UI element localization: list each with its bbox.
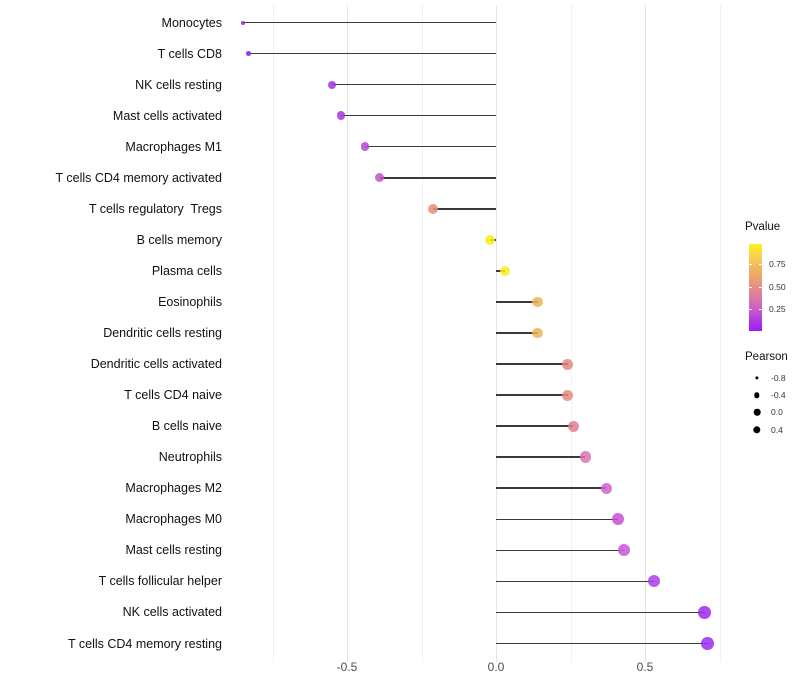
lollipop-stem [496,301,538,303]
y-axis-label: T cells CD4 memory resting [68,636,222,651]
pearson-legend-label: 0.4 [771,424,783,435]
pvalue-tick-mark [749,264,752,266]
lollipop-stem [496,456,586,458]
y-axis-label: Dendritic cells resting [103,326,222,340]
y-axis-label: T cells follicular helper [98,574,222,589]
pvalue-tick-mark [759,286,762,288]
y-axis-label: T cells regulatory Tregs [88,201,222,216]
y-axis-labels: Monocytes T cells CD8 NK cells resting Mast… [0,0,223,700]
lollipop-stem [496,363,568,365]
data-point-dot [328,80,337,89]
lollipop-stem [379,176,496,179]
lollipop-stem [496,394,568,396]
pvalue-tick-mark [759,308,762,310]
lollipop-stem [496,425,574,427]
data-point-dot [612,513,625,526]
lollipop-stem [248,52,496,55]
pearson-size-legend: Pearson -0.8 -0.4 0.0 0.4 [745,351,800,451]
y-axis-label: B cells naive [151,419,222,434]
data-point-dot [485,234,496,245]
lollipop-stem [496,580,654,583]
data-point-dot [336,111,346,120]
data-point-dot [701,637,714,650]
y-axis-label: NK cells activated [122,605,222,620]
data-point-dot [600,482,612,494]
pearson-legend-title: Pearson [745,351,788,363]
pearson-legend-dot [755,376,759,380]
data-point-dot [647,575,660,588]
pearson-legend-dot [754,392,760,398]
pvalue-tick-label: 0.75 [769,259,786,270]
data-point-dot [562,389,574,401]
minor-gridline [719,5,721,662]
y-axis-label: B cells memory [136,232,222,247]
data-point-dot [618,544,631,557]
minor-gridline [421,5,423,662]
lollipop-stem [496,642,708,645]
pvalue-tick-label: 0.25 [769,303,786,314]
major-gridline [645,5,646,662]
pvalue-tick-label: 0.50 [769,281,786,292]
data-point-dot [532,296,543,308]
data-point-dot [360,142,370,151]
lollipop-stem [433,208,496,210]
data-point-dot [499,265,510,276]
y-axis-label: Macrophages M0 [125,512,222,527]
y-axis-label: Dendritic cells activated [90,357,222,372]
lollipop-stem [496,518,619,521]
major-gridline [347,5,348,662]
minor-gridline [570,5,572,662]
y-axis-label: Monocytes [161,15,222,30]
data-point-dot [562,358,574,370]
minor-gridline [272,5,274,662]
pearson-legend-dot [753,409,761,416]
pvalue-colorbar [749,244,762,331]
lollipop-stem [496,487,607,490]
y-axis-label: T cells CD4 naive [124,388,222,403]
data-point-dot [375,173,385,183]
y-axis-label: NK cells resting [135,77,222,92]
lollipop-stem [364,145,496,148]
y-axis-label: T cells CD4 memory activated [55,170,223,185]
pearson-legend-label: -0.8 [771,373,786,383]
y-axis-label: T cells CD8 [157,46,222,61]
data-point-dot [240,20,245,25]
pearson-legend-label: 0.0 [771,407,783,418]
data-point-dot [698,606,711,619]
pearson-legend-label: -0.4 [771,390,786,401]
y-axis-label: Eosinophils [158,294,222,309]
lollipop-stem [242,21,496,24]
data-point-dot [246,51,251,56]
y-axis-label: Plasma cells [151,263,222,278]
lollipop-stem [332,83,496,86]
y-axis-label: Mast cells activated [112,108,222,123]
x-axis-tick-label: 0.5 [636,660,654,674]
y-axis-label: Neutrophils [158,450,222,465]
pvalue-tick-mark [749,286,752,288]
y-axis-label: Mast cells resting [125,543,222,558]
y-axis-label: Macrophages M2 [125,481,222,496]
x-axis-tick-label: -0.5 [336,660,358,674]
data-point-dot [532,327,543,339]
data-point-dot [428,203,439,214]
y-axis-label: Macrophages M1 [125,139,222,154]
pvalue-tick-mark [749,308,752,310]
pvalue-legend-title: Pvalue [745,221,781,233]
lollipop-stem [496,549,625,552]
data-point-dot [567,420,579,432]
pearson-legend-dot [753,425,761,434]
lollipop-stem [341,114,496,117]
data-point-dot [579,451,592,463]
pvalue-colorbar-legend: Pvalue 0.75 0.50 0.25 [745,221,800,341]
lollipop-stem [496,611,705,614]
x-axis-tick-label: 0.0 [487,660,505,674]
lollipop-stem [496,332,538,334]
pvalue-tick-mark [759,264,762,266]
